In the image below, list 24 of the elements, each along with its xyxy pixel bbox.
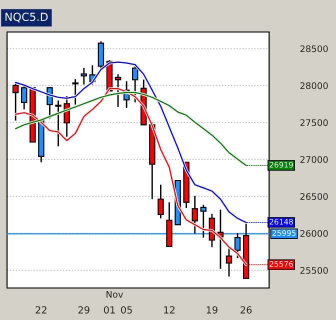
candlestick bbox=[158, 184, 164, 220]
candlestick bbox=[192, 195, 198, 234]
y-tick-label: 27500 bbox=[300, 119, 328, 126]
x-tick-label: 12 bbox=[164, 306, 174, 314]
candlestick bbox=[64, 95, 70, 138]
candlestick bbox=[132, 66, 138, 104]
x-tick-label: 22 bbox=[36, 306, 46, 314]
x-tick-label: 26 bbox=[240, 306, 252, 314]
y-tick-label: 26500 bbox=[300, 193, 328, 200]
x-tick-label: 19 bbox=[206, 306, 218, 314]
x-tick-label: 29 bbox=[78, 306, 90, 314]
candlestick bbox=[80, 67, 88, 86]
candlestick bbox=[21, 84, 28, 110]
chart-title: NQC5.D bbox=[6, 12, 48, 22]
y-tick-label: 26000 bbox=[300, 230, 328, 237]
y-tick-label: 25500 bbox=[300, 267, 328, 274]
y-tick-label: 28500 bbox=[300, 45, 328, 52]
text: Nov bbox=[106, 291, 124, 298]
x-tick-label: 05 bbox=[121, 306, 132, 314]
candlestick bbox=[55, 100, 62, 147]
y-tick-label: 27000 bbox=[300, 156, 328, 164]
y-tick-label: 28000 bbox=[300, 82, 328, 90]
candlestick bbox=[72, 78, 78, 106]
x-tick-label: 01 bbox=[104, 306, 115, 314]
